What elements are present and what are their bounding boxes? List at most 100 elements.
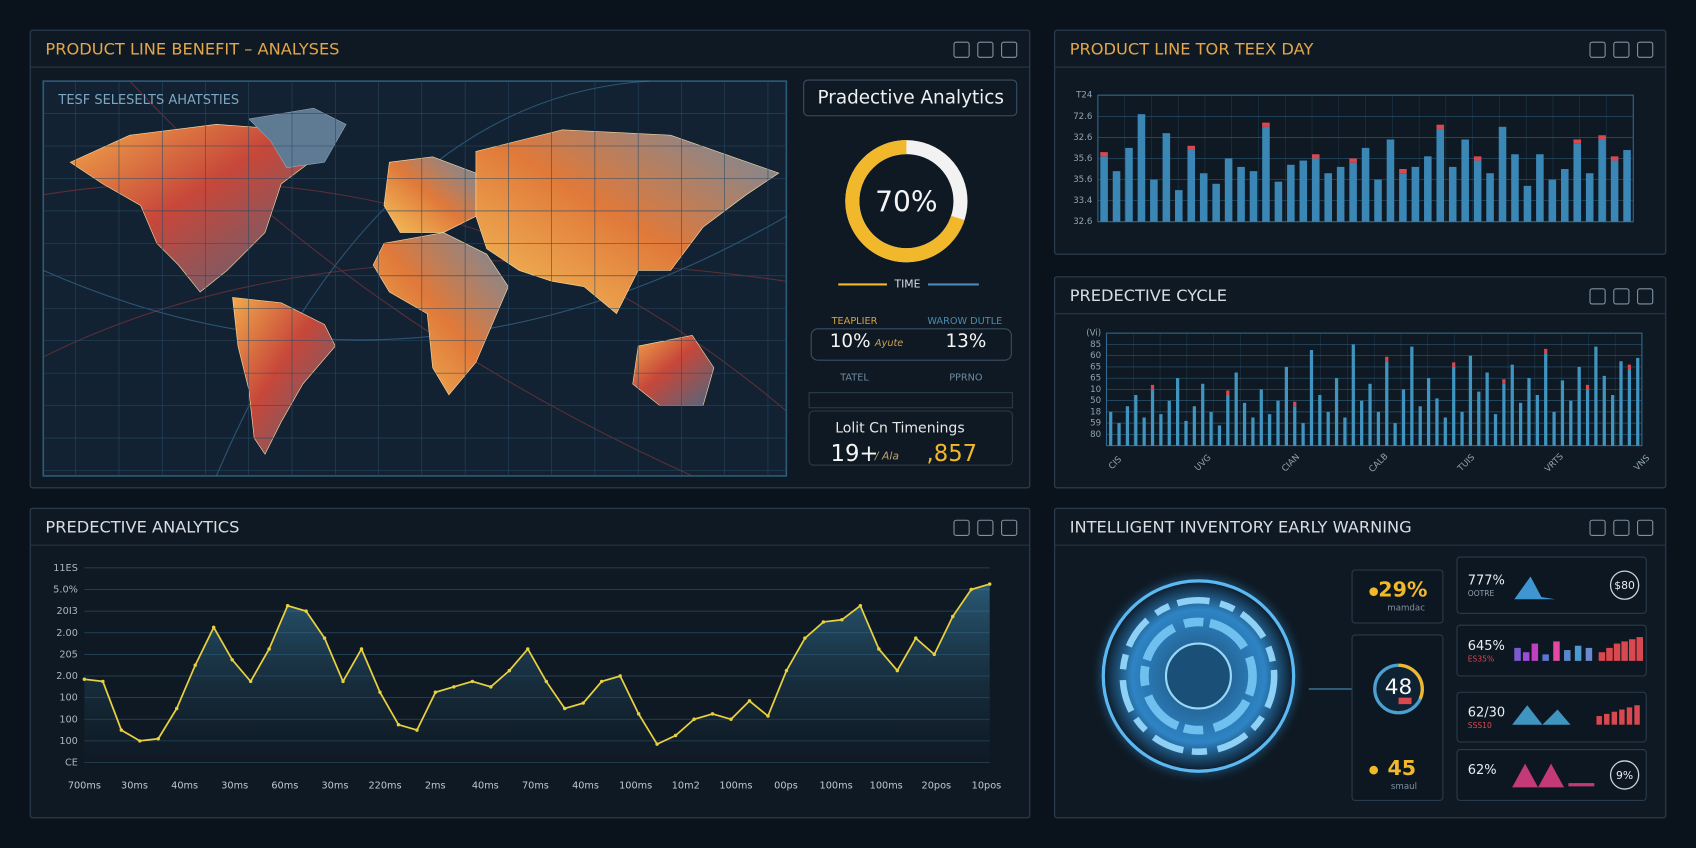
bar <box>1293 401 1297 407</box>
row-value: 645% <box>1468 639 1505 654</box>
bar <box>1224 158 1233 222</box>
stat-value: 29% <box>1378 578 1427 602</box>
header-icon[interactable] <box>953 519 970 536</box>
bar <box>1461 139 1469 222</box>
line <box>84 583 990 746</box>
point <box>766 714 770 718</box>
bar <box>1187 150 1196 222</box>
bar <box>1585 389 1590 446</box>
spark <box>1621 641 1628 661</box>
bar <box>1473 156 1482 161</box>
x-tick-label: 10pos <box>972 780 1002 791</box>
y-tick-label: 205 <box>59 649 78 660</box>
header-icon[interactable] <box>1001 519 1018 536</box>
point <box>267 647 271 651</box>
y-tick-label: 33.4 <box>1073 196 1093 206</box>
bar <box>1134 395 1138 446</box>
dot <box>1369 765 1378 775</box>
bar <box>1242 402 1247 446</box>
bar <box>1311 154 1320 159</box>
header-icon[interactable] <box>1637 519 1654 536</box>
bar <box>1627 369 1631 446</box>
bar <box>1125 406 1130 446</box>
y-tick-label: 35.6 <box>1073 154 1092 164</box>
point <box>156 737 161 741</box>
point <box>285 603 290 608</box>
bar <box>1336 166 1345 222</box>
bar <box>1424 156 1432 222</box>
header-icon[interactable] <box>1613 519 1630 536</box>
bar <box>1602 375 1606 446</box>
bar <box>1293 406 1297 446</box>
bar <box>1560 169 1569 222</box>
spark <box>1628 639 1636 661</box>
bar <box>1226 390 1230 396</box>
header-icon[interactable] <box>953 41 970 58</box>
bar <box>1573 139 1582 144</box>
gauge-label: 70% <box>875 185 937 218</box>
header-icon[interactable] <box>1637 288 1654 305</box>
bar <box>1498 126 1507 222</box>
bar <box>1448 166 1457 222</box>
bar <box>1360 400 1364 446</box>
point <box>341 679 345 684</box>
divider-box <box>808 392 1013 409</box>
y-tick-label: 20I3 <box>56 606 77 617</box>
stat-value: 48 <box>1385 675 1413 700</box>
header-icon[interactable] <box>1001 41 1018 58</box>
header-icon[interactable] <box>1589 41 1606 58</box>
row-badge: 9% <box>1616 769 1633 782</box>
bar <box>1443 417 1447 446</box>
x-tick-label: 30ms <box>121 780 148 791</box>
x-tick-label: 700ms <box>68 780 101 791</box>
header-icon[interactable] <box>1613 288 1630 305</box>
spark <box>1568 783 1595 787</box>
spark <box>1636 637 1643 661</box>
bar <box>1201 383 1205 446</box>
bar <box>1598 135 1606 140</box>
point <box>710 712 715 716</box>
header-icon[interactable] <box>1589 288 1606 305</box>
bar <box>1544 348 1548 354</box>
header-icon[interactable] <box>1589 519 1606 536</box>
y-tick-label: (Vi) <box>1086 329 1101 339</box>
bar <box>1502 379 1506 384</box>
bar <box>1627 364 1631 370</box>
bar <box>1376 411 1381 446</box>
bar <box>1399 169 1407 174</box>
y-tick-label: 2.00 <box>56 671 78 682</box>
x-tick-label: 00ps <box>774 780 798 791</box>
y-tick-label: 35.6 <box>1073 175 1092 185</box>
point <box>211 625 216 630</box>
panel-title: PREDECTIVE CYCLE <box>1070 286 1227 305</box>
bar <box>1385 361 1389 446</box>
bar <box>1598 139 1606 222</box>
bar <box>1262 126 1270 222</box>
header-icon[interactable] <box>977 41 994 58</box>
y-tick-label: 32.6 <box>1073 133 1092 143</box>
spark <box>1604 713 1610 725</box>
stat-value: 45 <box>1387 756 1416 780</box>
header-icon[interactable] <box>977 519 994 536</box>
bar <box>1287 164 1295 222</box>
header-icon[interactable] <box>1637 41 1654 58</box>
spark <box>1574 645 1582 661</box>
y-tick-label: 65 <box>1090 374 1101 384</box>
ring-flag <box>1398 697 1412 705</box>
bar <box>1309 350 1314 446</box>
point <box>655 742 659 746</box>
spark <box>1522 652 1530 661</box>
point <box>636 712 641 716</box>
bar <box>1535 395 1539 446</box>
bar <box>1623 150 1631 222</box>
point <box>489 685 493 689</box>
stat-card <box>1351 569 1444 624</box>
bar <box>1187 145 1196 151</box>
spark <box>1585 647 1593 661</box>
bar <box>1548 179 1557 222</box>
spark <box>1564 650 1571 661</box>
header-icon[interactable] <box>1613 41 1630 58</box>
bar <box>1485 372 1489 446</box>
